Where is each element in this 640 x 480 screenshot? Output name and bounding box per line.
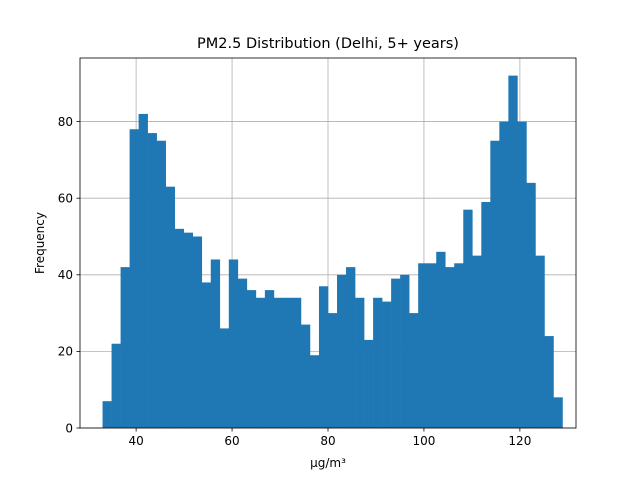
x-tick-label: 40 — [128, 434, 143, 448]
histogram-bar — [346, 267, 356, 428]
histogram-bar — [174, 228, 185, 428]
histogram-bar — [201, 282, 212, 428]
y-tick-label: 60 — [58, 191, 73, 205]
histogram-bar — [436, 251, 446, 428]
histogram-bar — [147, 133, 157, 429]
histogram-bar — [490, 140, 500, 429]
histogram-bar — [382, 301, 392, 428]
x-tick-label: 120 — [508, 434, 531, 448]
histogram-bar — [255, 297, 266, 428]
histogram-bar — [337, 274, 347, 428]
y-tick-label: 0 — [65, 421, 73, 435]
histogram-bar — [138, 113, 148, 428]
y-tick-label: 80 — [58, 115, 73, 129]
y-tick-label: 20 — [58, 345, 73, 359]
histogram-bar — [129, 129, 139, 428]
histogram-bar — [183, 232, 194, 428]
histogram-bar — [418, 263, 428, 428]
histogram-bar — [544, 336, 554, 428]
histogram-bar — [219, 328, 230, 428]
histogram-bar — [499, 121, 509, 428]
histogram-bars — [102, 75, 563, 429]
histogram-bar — [111, 343, 121, 428]
histogram-bar — [535, 255, 545, 428]
histogram-bar — [120, 267, 130, 428]
y-axis-ticks: 0 20 40 60 80 — [58, 115, 80, 435]
x-tick-label: 80 — [320, 434, 335, 448]
histogram-bar — [481, 202, 491, 428]
histogram-bar — [282, 297, 293, 428]
histogram-bar — [391, 278, 401, 428]
histogram-bar — [373, 297, 383, 428]
histogram-bar — [228, 259, 239, 428]
histogram-bar — [156, 140, 166, 429]
histogram-bar — [427, 263, 437, 428]
histogram-bar — [328, 313, 338, 428]
histogram-bar — [273, 297, 284, 428]
chart-title: PM2.5 Distribution (Delhi, 5+ years) — [197, 36, 459, 52]
x-tick-label: 100 — [412, 434, 435, 448]
histogram-bar — [472, 255, 482, 428]
histogram-bar — [517, 121, 527, 428]
histogram-bar — [355, 297, 365, 428]
histogram-bar — [526, 182, 536, 428]
y-tick-label: 40 — [58, 268, 73, 282]
histogram-bar — [309, 355, 320, 428]
y-axis-label: Frequency — [33, 212, 47, 274]
histogram-bar — [246, 290, 257, 428]
histogram-bar — [102, 401, 112, 428]
histogram-bar — [463, 209, 473, 428]
histogram-bar — [165, 186, 175, 428]
histogram-bar — [364, 339, 374, 428]
x-axis-label: µg/m³ — [310, 456, 346, 470]
histogram-bar — [508, 75, 518, 428]
x-axis-ticks: 40 60 80 100 120 — [128, 428, 531, 448]
histogram-bar — [553, 397, 563, 428]
histogram-bar — [264, 290, 275, 428]
histogram-bar — [300, 324, 311, 428]
histogram-bar — [400, 274, 410, 428]
histogram-bar — [291, 297, 302, 428]
x-tick-label: 60 — [224, 434, 239, 448]
histogram-bar — [192, 236, 203, 428]
histogram-bar — [237, 278, 248, 428]
histogram-bar — [318, 286, 329, 428]
histogram-bar — [445, 267, 455, 428]
histogram-bar — [454, 263, 464, 428]
histogram-bar — [210, 259, 221, 428]
histogram-bar — [409, 313, 419, 428]
